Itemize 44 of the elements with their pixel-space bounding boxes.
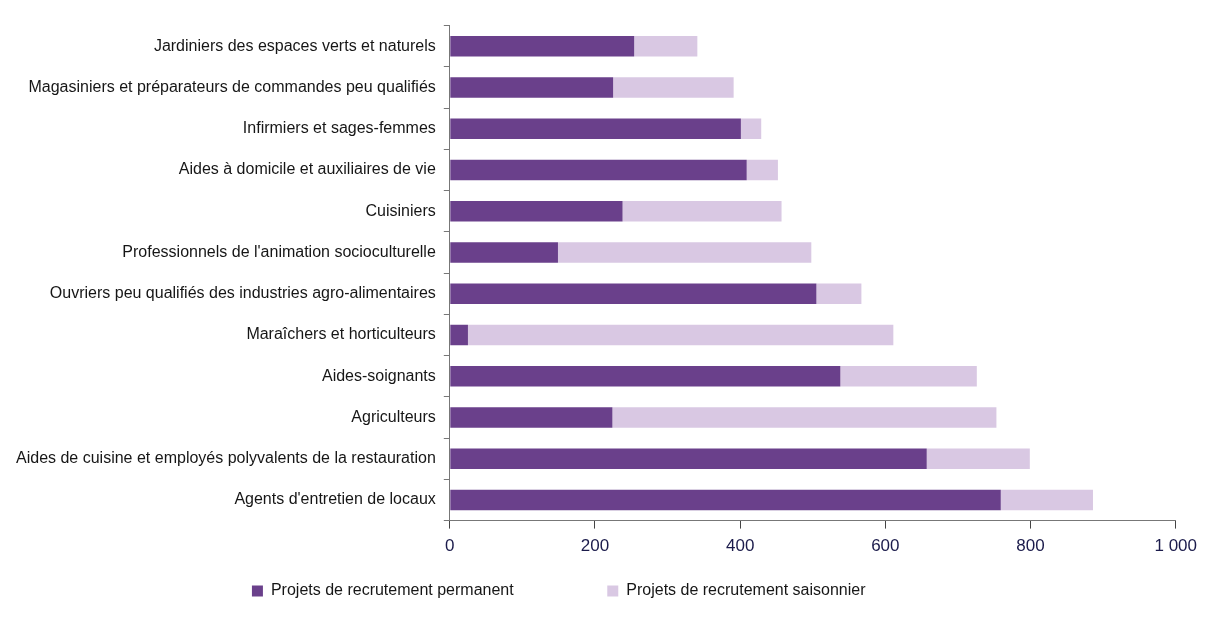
bar — [450, 283, 817, 305]
bar — [634, 35, 698, 57]
bar — [612, 407, 997, 428]
bar — [450, 200, 623, 222]
y-tick-label: Maraîchers et horticulteurs — [246, 325, 436, 343]
legend-label: Projets de recrutement saisonnier — [626, 581, 942, 599]
y-tick-label: Cuisiniers — [365, 201, 436, 219]
x-tick-label: 800 — [1016, 536, 1045, 556]
bar — [450, 324, 468, 346]
y-tick-label: Professionnels de l'animation socioculturelle — [122, 242, 436, 260]
bar — [450, 365, 841, 387]
y-tick-label: Infirmiers et sages-femmes — [242, 119, 436, 137]
bar — [450, 448, 927, 470]
y-tick-label: Aides à domicile et auxiliaires de vie — [178, 160, 436, 178]
y-tick-label: Magasiniers et préparateurs de commandes peu qualifiés — [28, 77, 436, 95]
bar — [557, 242, 812, 263]
x-tick-label: 1 000 — [1154, 536, 1197, 556]
y-tick-label: Ouvriers peu qualifiés des industries agro-alimentaires — [49, 284, 436, 302]
bar — [450, 242, 558, 263]
bar — [450, 35, 635, 57]
x-tick-label: 0 — [445, 536, 455, 556]
bar — [613, 77, 734, 98]
bar — [840, 365, 977, 387]
y-tick-label: Aides de cuisine et employés polyvalents de la restauration — [16, 449, 436, 467]
bar — [622, 200, 782, 222]
bar — [926, 448, 1030, 470]
y-tick-label: Agriculteurs — [351, 407, 436, 425]
bar — [1000, 489, 1093, 511]
bar — [450, 77, 614, 98]
x-tick-label: 600 — [871, 536, 900, 556]
bar — [450, 489, 1001, 511]
x-tick-label: 400 — [725, 536, 755, 556]
y-tick-label: Agents d'entretien de locaux — [234, 490, 436, 508]
y-tick-label: Aides-soignants — [321, 366, 436, 384]
legend-label: Projets de recrutement permanent — [270, 581, 590, 599]
bar — [467, 324, 894, 346]
y-tick-label: Jardiniers des espaces verts et naturels — [153, 36, 436, 54]
bar — [450, 118, 741, 140]
bar — [450, 159, 747, 181]
bar — [816, 283, 862, 305]
bar — [450, 407, 613, 428]
bar — [740, 118, 762, 140]
x-tick-label: 200 — [580, 536, 610, 556]
bar — [746, 159, 778, 181]
